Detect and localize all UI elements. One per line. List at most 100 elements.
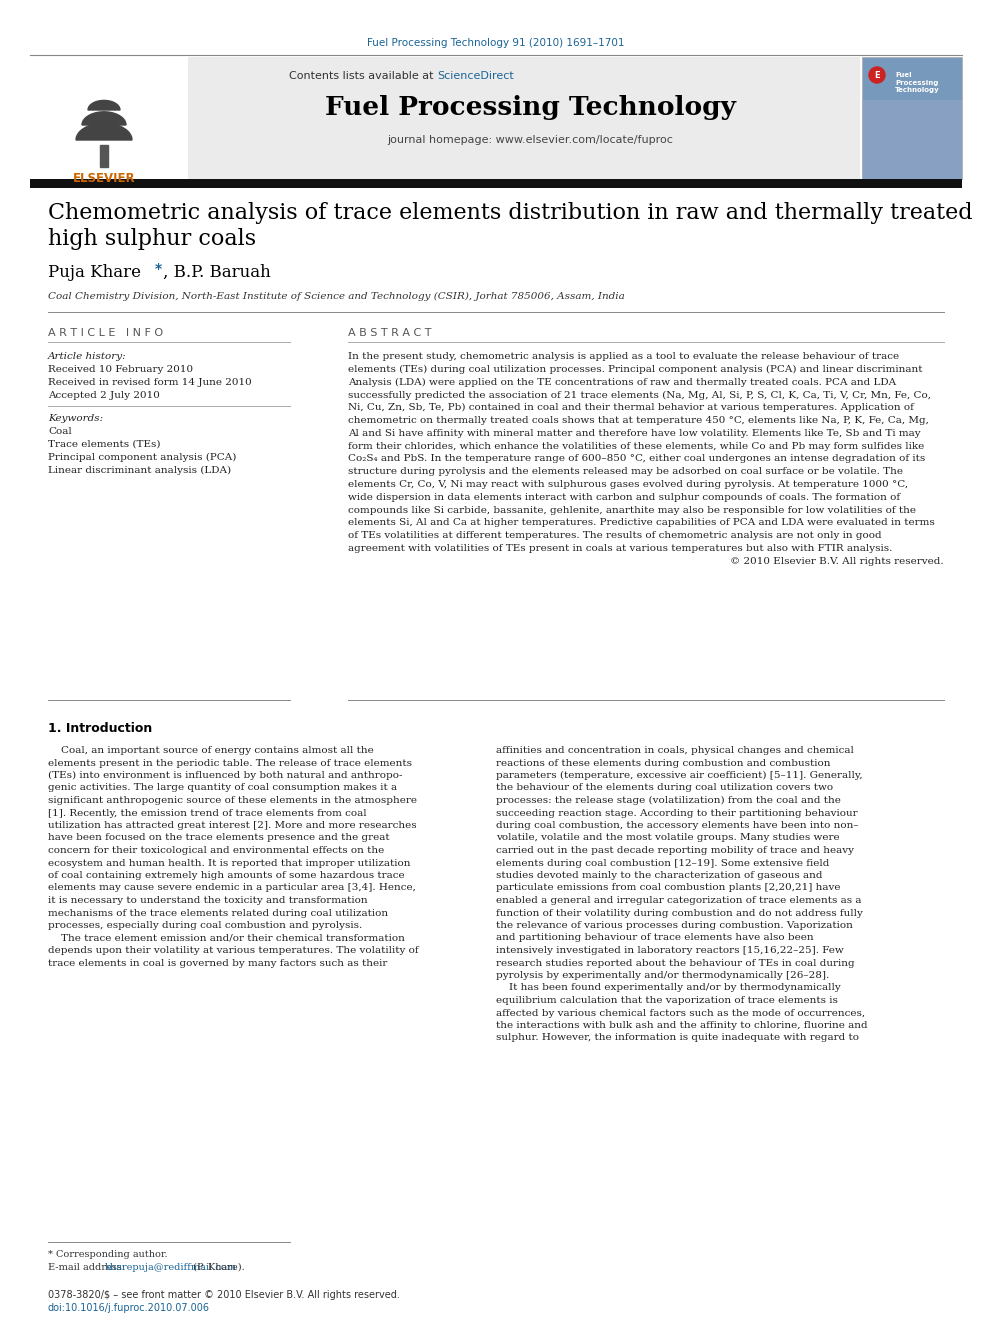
Text: E: E <box>874 70 880 79</box>
Text: Trace elements (TEs): Trace elements (TEs) <box>48 441 161 448</box>
Text: ScienceDirect: ScienceDirect <box>437 71 514 81</box>
Text: (P. Khare).: (P. Khare). <box>190 1263 245 1271</box>
FancyBboxPatch shape <box>30 179 962 188</box>
Text: Co₂S₄ and PbS. In the temperature range of 600–850 °C, either coal undergones an: Co₂S₄ and PbS. In the temperature range … <box>348 454 926 463</box>
Text: wide dispersion in data elements interact with carbon and sulphur compounds of c: wide dispersion in data elements interac… <box>348 492 900 501</box>
Text: Al and Si have affinity with mineral matter and therefore have low volatility. E: Al and Si have affinity with mineral mat… <box>348 429 921 438</box>
Text: 0378-3820/$ – see front matter © 2010 Elsevier B.V. All rights reserved.: 0378-3820/$ – see front matter © 2010 El… <box>48 1290 400 1301</box>
Text: affinities and concentration in coals, physical changes and chemical: affinities and concentration in coals, p… <box>496 746 854 755</box>
Text: [1]. Recently, the emission trend of trace elements from coal: [1]. Recently, the emission trend of tra… <box>48 808 367 818</box>
Text: chemometric on thermally treated coals shows that at temperature 450 °C, element: chemometric on thermally treated coals s… <box>348 415 929 425</box>
FancyBboxPatch shape <box>30 57 188 179</box>
Text: the relevance of various processes during combustion. Vaporization: the relevance of various processes durin… <box>496 921 853 930</box>
Text: © 2010 Elsevier B.V. All rights reserved.: © 2010 Elsevier B.V. All rights reserved… <box>730 557 944 566</box>
Text: affected by various chemical factors such as the mode of occurrences,: affected by various chemical factors suc… <box>496 1008 865 1017</box>
Text: journal homepage: www.elsevier.com/locate/fuproc: journal homepage: www.elsevier.com/locat… <box>387 135 673 146</box>
Text: volatile, volatile and the most volatile groups. Many studies were: volatile, volatile and the most volatile… <box>496 833 839 843</box>
Text: successfully predicted the association of 21 trace elements (Na, Mg, Al, Si, P, : successfully predicted the association o… <box>348 390 931 400</box>
Text: The trace element emission and/or their chemical transformation: The trace element emission and/or their … <box>48 934 405 942</box>
Text: function of their volatility during combustion and do not address fully: function of their volatility during comb… <box>496 909 863 917</box>
Text: depends upon their volatility at various temperatures. The volatility of: depends upon their volatility at various… <box>48 946 419 955</box>
Text: structure during pyrolysis and the elements released may be adsorbed on coal sur: structure during pyrolysis and the eleme… <box>348 467 903 476</box>
Polygon shape <box>76 123 132 140</box>
Text: during coal combustion, the accessory elements have been into non–: during coal combustion, the accessory el… <box>496 822 859 830</box>
Text: parameters (temperature, excessive air coefficient) [5–11]. Generally,: parameters (temperature, excessive air c… <box>496 771 863 781</box>
Polygon shape <box>82 112 126 124</box>
Text: succeeding reaction stage. According to their partitioning behaviour: succeeding reaction stage. According to … <box>496 808 858 818</box>
Text: Chemometric analysis of trace elements distribution in raw and thermally treated: Chemometric analysis of trace elements d… <box>48 202 972 224</box>
Text: 1. Introduction: 1. Introduction <box>48 722 152 736</box>
Text: Linear discriminant analysis (LDA): Linear discriminant analysis (LDA) <box>48 466 231 475</box>
Text: Article history:: Article history: <box>48 352 127 361</box>
Text: elements may cause severe endemic in a particular area [3,4]. Hence,: elements may cause severe endemic in a p… <box>48 884 416 893</box>
Text: Coal Chemistry Division, North-East Institute of Science and Technology (CSIR), : Coal Chemistry Division, North-East Inst… <box>48 292 625 302</box>
Text: Fuel Processing Technology 91 (2010) 1691–1701: Fuel Processing Technology 91 (2010) 169… <box>367 38 625 48</box>
Text: the behaviour of the elements during coal utilization covers two: the behaviour of the elements during coa… <box>496 783 833 792</box>
Text: it is necessary to understand the toxicity and transformation: it is necessary to understand the toxici… <box>48 896 368 905</box>
Text: In the present study, chemometric analysis is applied as a tool to evaluate the : In the present study, chemometric analys… <box>348 352 899 361</box>
Text: Accepted 2 July 2010: Accepted 2 July 2010 <box>48 392 160 400</box>
Text: Ni, Cu, Zn, Sb, Te, Pb) contained in coal and their thermal behavior at various : Ni, Cu, Zn, Sb, Te, Pb) contained in coa… <box>348 404 914 413</box>
Text: Analysis (LDA) were applied on the TE concentrations of raw and thermally treate: Analysis (LDA) were applied on the TE co… <box>348 377 896 386</box>
Text: agreement with volatilities of TEs present in coals at various temperatures but : agreement with volatilities of TEs prese… <box>348 544 893 553</box>
Text: pyrolysis by experimentally and/or thermodynamically [26–28].: pyrolysis by experimentally and/or therm… <box>496 971 829 980</box>
Text: elements present in the periodic table. The release of trace elements: elements present in the periodic table. … <box>48 758 412 767</box>
Text: E-mail address:: E-mail address: <box>48 1263 128 1271</box>
FancyBboxPatch shape <box>30 57 860 179</box>
Text: Keywords:: Keywords: <box>48 414 103 423</box>
Text: kharepuja@rediffmail.com: kharepuja@rediffmail.com <box>105 1263 237 1271</box>
Text: concern for their toxicological and environmental effects on the: concern for their toxicological and envi… <box>48 845 384 855</box>
Text: doi:10.1016/j.fuproc.2010.07.006: doi:10.1016/j.fuproc.2010.07.006 <box>48 1303 210 1312</box>
Text: ELSEVIER: ELSEVIER <box>72 172 135 185</box>
Text: elements Cr, Co, V, Ni may react with sulphurous gases evolved during pyrolysis.: elements Cr, Co, V, Ni may react with su… <box>348 480 908 490</box>
FancyBboxPatch shape <box>862 101 962 179</box>
Text: of coal containing extremely high amounts of some hazardous trace: of coal containing extremely high amount… <box>48 871 405 880</box>
Text: trace elements in coal is governed by many factors such as their: trace elements in coal is governed by ma… <box>48 958 387 967</box>
Text: processes, especially during coal combustion and pyrolysis.: processes, especially during coal combus… <box>48 921 362 930</box>
Text: processes: the release stage (volatilization) from the coal and the: processes: the release stage (volatiliza… <box>496 796 841 806</box>
Text: ecosystem and human health. It is reported that improper utilization: ecosystem and human health. It is report… <box>48 859 411 868</box>
Text: sulphur. However, the information is quite inadequate with regard to: sulphur. However, the information is qui… <box>496 1033 859 1043</box>
Text: intensively investigated in laboratory reactors [15,16,22–25]. Few: intensively investigated in laboratory r… <box>496 946 844 955</box>
Text: Fuel Processing Technology: Fuel Processing Technology <box>324 95 735 120</box>
Text: A B S T R A C T: A B S T R A C T <box>348 328 432 337</box>
Text: elements Si, Al and Ca at higher temperatures. Predictive capabilities of PCA an: elements Si, Al and Ca at higher tempera… <box>348 519 934 528</box>
Text: equilibrium calculation that the vaporization of trace elements is: equilibrium calculation that the vaporiz… <box>496 996 838 1005</box>
Text: compounds like Si carbide, bassanite, gehlenite, anarthite may also be responsib: compounds like Si carbide, bassanite, ge… <box>348 505 916 515</box>
Text: genic activities. The large quantity of coal consumption makes it a: genic activities. The large quantity of … <box>48 783 397 792</box>
Text: elements during coal combustion [12–19]. Some extensive field: elements during coal combustion [12–19].… <box>496 859 829 868</box>
Text: *: * <box>155 262 162 277</box>
Text: reactions of these elements during combustion and combustion: reactions of these elements during combu… <box>496 758 830 767</box>
Text: Puja Khare: Puja Khare <box>48 265 146 280</box>
Text: the interactions with bulk ash and the affinity to chlorine, fluorine and: the interactions with bulk ash and the a… <box>496 1021 868 1031</box>
Text: research studies reported about the behaviour of TEs in coal during: research studies reported about the beha… <box>496 958 855 967</box>
Text: Principal component analysis (PCA): Principal component analysis (PCA) <box>48 452 236 462</box>
Text: It has been found experimentally and/or by thermodynamically: It has been found experimentally and/or … <box>496 983 841 992</box>
Text: studies devoted mainly to the characterization of gaseous and: studies devoted mainly to the characteri… <box>496 871 822 880</box>
Text: high sulphur coals: high sulphur coals <box>48 228 256 250</box>
Polygon shape <box>88 101 120 110</box>
Text: significant anthropogenic source of these elements in the atmosphere: significant anthropogenic source of thes… <box>48 796 417 804</box>
Text: Received 10 February 2010: Received 10 February 2010 <box>48 365 193 374</box>
Bar <box>100 146 108 167</box>
FancyBboxPatch shape <box>862 57 962 179</box>
Text: * Corresponding author.: * Corresponding author. <box>48 1250 168 1259</box>
Text: , B.P. Baruah: , B.P. Baruah <box>163 265 271 280</box>
Text: Coal: Coal <box>48 427 71 437</box>
Text: mechanisms of the trace elements related during coal utilization: mechanisms of the trace elements related… <box>48 909 388 917</box>
Circle shape <box>869 67 885 83</box>
Text: enabled a general and irregular categorization of trace elements as a: enabled a general and irregular categori… <box>496 896 861 905</box>
Text: of TEs volatilities at different temperatures. The results of chemometric analys: of TEs volatilities at different tempera… <box>348 532 882 540</box>
Text: Received in revised form 14 June 2010: Received in revised form 14 June 2010 <box>48 378 252 388</box>
Text: Contents lists available at: Contents lists available at <box>289 71 437 81</box>
Text: have been focused on the trace elements presence and the great: have been focused on the trace elements … <box>48 833 390 843</box>
Text: utilization has attracted great interest [2]. More and more researches: utilization has attracted great interest… <box>48 822 417 830</box>
Text: and partitioning behaviour of trace elements have also been: and partitioning behaviour of trace elem… <box>496 934 813 942</box>
Text: particulate emissions from coal combustion plants [2,20,21] have: particulate emissions from coal combusti… <box>496 884 840 893</box>
Text: Coal, an important source of energy contains almost all the: Coal, an important source of energy cont… <box>48 746 374 755</box>
Text: (TEs) into environment is influenced by both natural and anthropo-: (TEs) into environment is influenced by … <box>48 771 403 781</box>
Text: elements (TEs) during coal utilization processes. Principal component analysis (: elements (TEs) during coal utilization p… <box>348 365 923 374</box>
Text: A R T I C L E   I N F O: A R T I C L E I N F O <box>48 328 163 337</box>
Text: form their chlorides, which enhance the volatilities of these elements, while Co: form their chlorides, which enhance the … <box>348 442 925 451</box>
Text: Fuel
Processing
Technology: Fuel Processing Technology <box>895 71 939 93</box>
